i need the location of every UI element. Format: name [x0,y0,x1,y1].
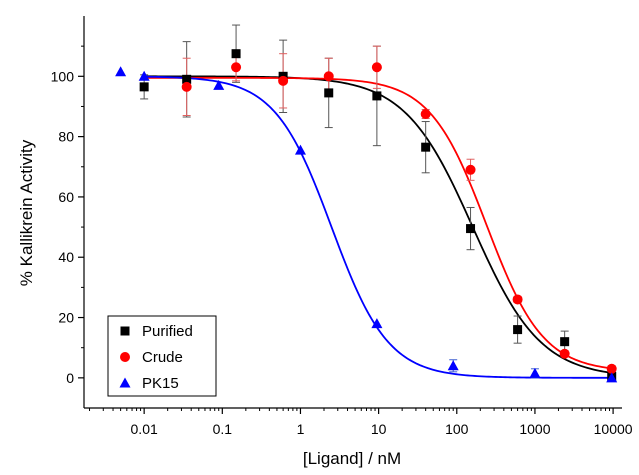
x-tick-label: 10000 [594,421,633,437]
y-tick-label: 0 [66,370,74,386]
x-tick-label: 100 [445,421,469,437]
data-point-purified [231,49,241,59]
legend: Purified Crude PK15 [107,315,217,397]
data-point-crude [181,81,192,92]
legend-label-crude: Crude [142,349,183,366]
x-tick-label: 0.1 [213,421,233,437]
legend-marker-purified [120,326,130,336]
x-tick-label: 10 [371,421,387,437]
legend-marker-pk15 [119,377,131,388]
data-point-pk15 [294,144,306,155]
y-tick-label: 40 [58,249,74,265]
x-tick-label: 1000 [519,421,550,437]
x-tick-label: 1 [297,421,305,437]
data-point-pk15 [115,66,127,77]
data-point-crude [512,294,523,305]
data-markers [115,49,618,383]
data-point-pk15 [606,372,618,383]
axes [78,16,622,414]
data-point-purified [139,82,149,92]
data-point-crude [606,363,617,374]
data-point-crude [420,109,431,119]
data-point-crude [465,164,476,175]
data-point-pk15 [447,360,459,371]
legend-label-purified: Purified [142,323,193,340]
fit-curve-crude [144,76,614,370]
data-point-purified [560,337,570,347]
data-point-crude [559,348,570,359]
data-point-pk15 [371,318,383,329]
y-tick-label: 80 [58,129,74,145]
data-point-crude [371,62,382,73]
legend-label-pk15: PK15 [142,375,179,392]
data-point-crude [278,75,289,86]
y-tick-label: 100 [51,68,75,84]
data-point-purified [324,88,334,98]
data-point-crude [323,71,334,82]
y-tick-label: 60 [58,189,74,205]
data-point-pk15 [138,70,150,81]
legend-marker-crude [120,352,130,362]
x-axis-title: [Ligand] / nM [303,449,401,468]
tick-labels: 0 20 40 60 80 100 0.01 0.1 1 10 100 1000 10000 [51,68,633,437]
data-point-purified [466,224,476,234]
y-axis-title: % Kallikrein Activity [17,139,36,286]
legend-markers [119,326,131,388]
data-point-pk15 [213,79,225,90]
data-point-purified [372,91,382,101]
data-point-pk15 [529,367,541,378]
x-tick-label: 0.01 [131,421,158,437]
data-point-crude [231,62,242,73]
data-point-purified [513,325,523,335]
y-tick-label: 20 [58,310,74,326]
data-point-purified [182,74,192,84]
data-point-purified [421,142,431,152]
